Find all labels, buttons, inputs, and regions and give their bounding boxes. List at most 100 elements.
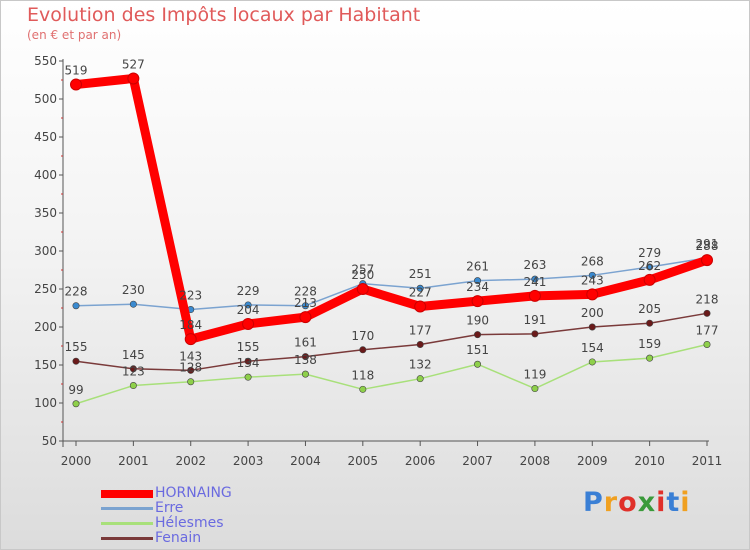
data-label: 190 bbox=[466, 314, 489, 328]
data-point bbox=[301, 353, 309, 361]
data-point bbox=[528, 289, 541, 302]
data-label: 213 bbox=[294, 296, 317, 310]
data-point bbox=[588, 323, 596, 331]
legend-item-hornaing: HORNAING bbox=[101, 485, 321, 501]
data-label: 154 bbox=[581, 341, 604, 355]
data-label: 145 bbox=[122, 348, 145, 362]
data-point bbox=[643, 273, 656, 286]
data-point bbox=[471, 295, 484, 308]
legend-item-fenain: Fenain bbox=[101, 530, 321, 546]
legend-swatch bbox=[101, 522, 153, 525]
data-label: 123 bbox=[122, 365, 145, 379]
y-tick-label: 250 bbox=[34, 282, 57, 296]
data-label: 159 bbox=[638, 337, 661, 351]
proxiti-logo: Proxiti bbox=[583, 487, 691, 518]
logo-letter: i bbox=[656, 487, 667, 518]
data-point bbox=[127, 72, 140, 85]
data-point bbox=[301, 370, 309, 378]
data-label: 138 bbox=[294, 353, 317, 367]
data-label: 151 bbox=[466, 343, 489, 357]
data-point bbox=[474, 277, 482, 285]
legend-swatch bbox=[101, 507, 153, 510]
chart-subtitle: (en € et par an) bbox=[27, 28, 122, 42]
data-point bbox=[531, 385, 539, 393]
x-tick-label: 2011 bbox=[692, 454, 723, 468]
x-tick-label: 2002 bbox=[175, 454, 206, 468]
data-point bbox=[703, 340, 711, 348]
data-label: 134 bbox=[237, 356, 260, 370]
data-label: 228 bbox=[294, 285, 317, 299]
data-point bbox=[701, 254, 713, 267]
data-label: 527 bbox=[122, 57, 145, 71]
data-point bbox=[244, 301, 252, 309]
legend-swatch bbox=[101, 490, 153, 498]
y-tick-label: 300 bbox=[34, 244, 57, 258]
data-label: 223 bbox=[179, 289, 202, 303]
x-tick-label: 2006 bbox=[405, 454, 436, 468]
y-tick-label: 550 bbox=[34, 54, 57, 68]
data-point bbox=[244, 357, 252, 365]
data-label: 261 bbox=[466, 260, 489, 274]
data-label: 262 bbox=[638, 259, 661, 273]
x-tick-label: 2010 bbox=[634, 454, 665, 468]
chart-title: Evolution des Impôts locaux par Habitant bbox=[27, 4, 421, 26]
data-label: 177 bbox=[696, 323, 719, 337]
data-point bbox=[187, 366, 195, 374]
data-label: 218 bbox=[696, 292, 719, 306]
data-point bbox=[301, 302, 309, 310]
data-point bbox=[242, 317, 255, 330]
x-tick-label: 2007 bbox=[462, 454, 493, 468]
data-point bbox=[356, 283, 369, 295]
data-point bbox=[72, 357, 80, 365]
data-point bbox=[359, 385, 367, 393]
logo-letter: i bbox=[680, 487, 691, 518]
data-point bbox=[129, 382, 137, 390]
legend-item-hélesmes: Hélesmes bbox=[101, 515, 321, 531]
data-label: 227 bbox=[409, 285, 432, 299]
data-point bbox=[588, 271, 596, 279]
data-label: 279 bbox=[638, 246, 661, 260]
data-point bbox=[531, 330, 539, 338]
logo-letter: t bbox=[666, 487, 681, 518]
legend: HORNAING Erre Hélesmes Fenain bbox=[101, 485, 321, 546]
data-point bbox=[129, 365, 137, 373]
data-point bbox=[299, 311, 312, 324]
data-point bbox=[646, 354, 654, 362]
y-tick-label: 150 bbox=[34, 358, 57, 372]
data-point bbox=[70, 78, 82, 91]
y-tick-label: 500 bbox=[34, 92, 57, 106]
data-point bbox=[129, 300, 137, 308]
data-label: 268 bbox=[581, 254, 604, 268]
data-label: 251 bbox=[409, 267, 432, 281]
data-label: 170 bbox=[351, 329, 374, 343]
y-tick-label: 50 bbox=[42, 434, 57, 448]
data-label: 200 bbox=[581, 306, 604, 320]
data-label: 234 bbox=[466, 280, 489, 294]
x-tick-label: 2009 bbox=[577, 454, 608, 468]
data-label: 241 bbox=[523, 275, 546, 289]
data-label: 257 bbox=[351, 263, 374, 277]
data-point bbox=[646, 263, 654, 271]
legend-label: HORNAING bbox=[155, 485, 232, 501]
x-tick-label: 2005 bbox=[348, 454, 379, 468]
data-label: 119 bbox=[523, 368, 546, 382]
data-label: 132 bbox=[409, 358, 432, 372]
data-point bbox=[72, 302, 80, 310]
data-point bbox=[474, 360, 482, 368]
data-point bbox=[416, 340, 424, 348]
x-tick-label: 2004 bbox=[290, 454, 321, 468]
series-line-hélesmes bbox=[75, 343, 708, 405]
x-tick-label: 2008 bbox=[520, 454, 551, 468]
data-point bbox=[414, 300, 427, 313]
y-tick-label: 450 bbox=[34, 130, 57, 144]
data-point bbox=[72, 400, 80, 408]
legend-item-erre: Erre bbox=[101, 500, 321, 516]
data-label: 128 bbox=[179, 361, 202, 375]
data-point bbox=[359, 346, 367, 354]
series-line-hornaing bbox=[71, 73, 712, 344]
legend-swatch bbox=[101, 537, 153, 540]
logo-letter: o bbox=[618, 487, 638, 518]
data-point bbox=[586, 288, 599, 301]
logo-letter: x bbox=[637, 487, 657, 518]
